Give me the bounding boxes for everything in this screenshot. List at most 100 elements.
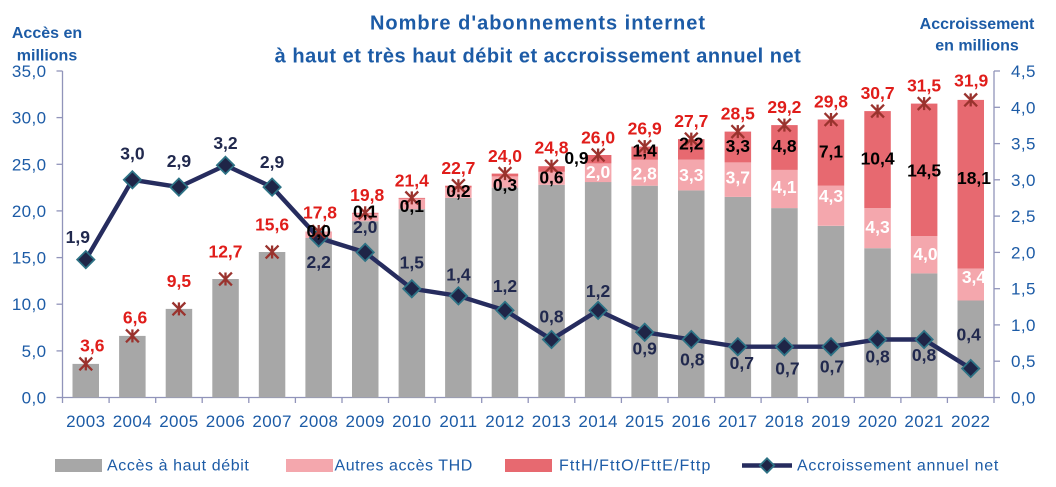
svg-text:2014: 2014	[578, 412, 617, 431]
svg-text:0,8: 0,8	[912, 345, 937, 365]
svg-text:3,3: 3,3	[679, 165, 704, 185]
svg-text:2012: 2012	[485, 412, 524, 431]
svg-text:0,8: 0,8	[539, 306, 564, 326]
svg-text:27,7: 27,7	[674, 111, 708, 131]
svg-text:10,0: 10,0	[12, 295, 47, 314]
svg-text:6,6: 6,6	[123, 307, 148, 327]
svg-text:14,5: 14,5	[907, 160, 941, 180]
svg-text:12,7: 12,7	[208, 241, 242, 261]
svg-text:4,1: 4,1	[772, 177, 797, 197]
svg-text:4,0: 4,0	[1011, 98, 1036, 117]
svg-text:0,7: 0,7	[820, 357, 844, 377]
svg-text:25,0: 25,0	[12, 155, 47, 174]
svg-text:à haut et très haut débit et a: à haut et très haut débit et accroisseme…	[275, 46, 802, 68]
svg-text:2011: 2011	[439, 412, 477, 431]
svg-text:1,2: 1,2	[586, 281, 611, 301]
svg-text:Accroissement annuel net: Accroissement annuel net	[797, 458, 999, 475]
svg-text:1,0: 1,0	[1011, 316, 1036, 335]
svg-text:3,6: 3,6	[80, 336, 105, 356]
svg-text:2005: 2005	[159, 412, 198, 431]
svg-text:2017: 2017	[718, 412, 757, 431]
svg-text:3,0: 3,0	[120, 144, 145, 164]
svg-text:Accroissement: Accroissement	[920, 16, 1035, 33]
svg-text:0,0: 0,0	[1011, 389, 1036, 408]
svg-text:en millions: en millions	[935, 38, 1019, 55]
svg-text:1,4: 1,4	[633, 141, 658, 161]
svg-text:Accès en: Accès en	[12, 25, 82, 42]
svg-text:30,0: 30,0	[12, 109, 47, 128]
svg-text:2008: 2008	[299, 412, 338, 431]
svg-text:2,8: 2,8	[633, 164, 658, 184]
svg-text:0,9: 0,9	[633, 339, 658, 359]
svg-text:2003: 2003	[66, 412, 105, 431]
svg-text:15,6: 15,6	[255, 214, 289, 234]
svg-text:2,2: 2,2	[679, 133, 704, 153]
svg-text:4,8: 4,8	[772, 136, 797, 156]
svg-text:17,8: 17,8	[303, 203, 337, 223]
svg-text:0,7: 0,7	[730, 353, 754, 373]
svg-text:1,2: 1,2	[493, 276, 518, 296]
svg-text:0,9: 0,9	[564, 148, 589, 168]
svg-text:24,8: 24,8	[534, 137, 568, 157]
svg-text:19,8: 19,8	[350, 185, 384, 205]
svg-text:0,3: 0,3	[493, 175, 518, 195]
svg-text:2,2: 2,2	[307, 252, 332, 272]
svg-text:2,0: 2,0	[353, 217, 378, 237]
svg-text:1,5: 1,5	[1011, 280, 1036, 299]
svg-text:28,5: 28,5	[721, 103, 755, 123]
svg-text:Nombre d'abonnements internet: Nombre d'abonnements internet	[370, 13, 706, 35]
svg-text:2,0: 2,0	[586, 162, 611, 182]
svg-text:2,0: 2,0	[1011, 243, 1036, 262]
svg-text:2,5: 2,5	[1011, 207, 1036, 226]
svg-text:29,2: 29,2	[767, 97, 801, 117]
svg-text:10,4: 10,4	[861, 148, 895, 168]
svg-text:0,4: 0,4	[957, 324, 982, 344]
svg-text:1,9: 1,9	[66, 227, 91, 247]
svg-text:2007: 2007	[252, 412, 291, 431]
svg-text:2020: 2020	[858, 412, 897, 431]
svg-text:2021: 2021	[904, 412, 943, 431]
svg-text:0,2: 0,2	[446, 181, 471, 201]
svg-text:0,8: 0,8	[865, 346, 890, 366]
svg-text:3,0: 3,0	[1011, 171, 1036, 190]
svg-text:2,9: 2,9	[260, 152, 285, 172]
svg-text:3,2: 3,2	[213, 133, 238, 153]
svg-text:1,4: 1,4	[446, 265, 471, 285]
svg-text:7,1: 7,1	[819, 141, 844, 161]
svg-text:24,0: 24,0	[488, 146, 522, 166]
svg-text:2022: 2022	[951, 412, 990, 431]
svg-text:4,3: 4,3	[865, 217, 890, 237]
svg-text:0,6: 0,6	[539, 167, 564, 187]
svg-text:4,5: 4,5	[1011, 62, 1036, 81]
svg-text:2015: 2015	[625, 412, 664, 431]
svg-text:3,7: 3,7	[726, 167, 750, 187]
svg-text:26,9: 26,9	[628, 118, 662, 138]
svg-text:2006: 2006	[206, 412, 245, 431]
svg-text:9,5: 9,5	[167, 271, 192, 291]
svg-text:2013: 2013	[532, 412, 571, 431]
svg-text:0,1: 0,1	[353, 201, 378, 221]
svg-text:22,7: 22,7	[441, 158, 475, 178]
svg-text:35,0: 35,0	[12, 62, 47, 81]
svg-text:30,7: 30,7	[861, 83, 895, 103]
svg-text:1,5: 1,5	[400, 253, 425, 273]
svg-text:0,8: 0,8	[680, 349, 705, 369]
svg-text:18,1: 18,1	[957, 168, 991, 188]
svg-text:0,1: 0,1	[400, 196, 425, 216]
svg-text:0,7: 0,7	[775, 359, 799, 379]
svg-text:0,5: 0,5	[1011, 352, 1036, 371]
svg-text:3,4: 3,4	[962, 267, 987, 287]
svg-text:Accès à haut débit: Accès à haut débit	[107, 458, 249, 475]
svg-text:2019: 2019	[811, 412, 850, 431]
svg-text:15,0: 15,0	[12, 249, 47, 268]
svg-text:3,3: 3,3	[726, 136, 751, 156]
svg-text:2018: 2018	[765, 412, 804, 431]
svg-text:20,0: 20,0	[12, 202, 47, 221]
svg-text:2004: 2004	[113, 412, 152, 431]
svg-text:0,0: 0,0	[307, 221, 332, 241]
svg-text:5,0: 5,0	[22, 342, 47, 361]
svg-text:31,9: 31,9	[954, 71, 988, 91]
svg-text:millions: millions	[17, 48, 78, 65]
svg-text:2,9: 2,9	[167, 151, 192, 171]
svg-text:2016: 2016	[672, 412, 711, 431]
